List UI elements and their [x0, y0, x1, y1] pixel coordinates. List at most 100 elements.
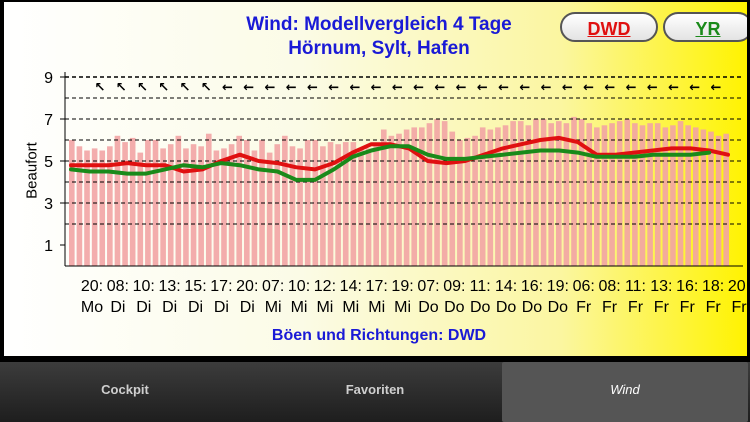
direction-arrow: ← [519, 80, 530, 95]
direction-arrow: ← [541, 80, 552, 95]
x-tick-day: Fr [731, 299, 747, 316]
gust-bar [297, 148, 303, 266]
direction-arrow: ← [562, 80, 573, 95]
direction-arrow: ↖ [95, 80, 106, 95]
gust-bar [571, 116, 577, 267]
direction-arrow: ← [626, 80, 637, 95]
gust-bar [403, 129, 410, 266]
gust-bar [129, 137, 136, 266]
gust-bar [274, 144, 281, 266]
direction-arrow: ← [477, 80, 488, 95]
gust-bar [304, 140, 311, 266]
tab-bar: Cockpit Favoriten Wind [0, 362, 750, 422]
gust-bar [152, 140, 159, 266]
gust-bar [487, 129, 494, 266]
direction-arrow: ← [668, 80, 679, 95]
x-tick-day: Fr [628, 299, 644, 316]
x-tick-day: Mi [342, 299, 359, 316]
x-tick-time: 08: [598, 278, 620, 295]
x-tick-time: 20: [236, 278, 258, 295]
gust-bar [183, 148, 189, 266]
direction-arrow: ← [307, 80, 318, 95]
direction-arrow: ← [349, 80, 360, 95]
wind-chart: 1 3 5 7 9 ↖ ↖ ↖ ↖ ↖ ↖ ← ← ← ← ← ← ← ← ← ← ← ← ← ← ← ← ← ← ← ← ← ← ← ← 20: Mo… [44, 70, 747, 316]
gust-bar [594, 127, 600, 267]
x-tick-day: Di [188, 299, 203, 316]
x-tick-day: Do [496, 299, 517, 316]
x-tick-day: Do [548, 299, 569, 316]
direction-arrow: ← [647, 80, 658, 95]
chart-title: Wind: Modellvergleich 4 Tage [246, 14, 512, 35]
x-tick-time: 14: [340, 278, 362, 295]
y-tick-label: 9 [44, 70, 53, 87]
gust-bar [510, 121, 516, 266]
gust-bar [419, 127, 425, 267]
x-tick-time: 17: [210, 278, 232, 295]
gust-bar [137, 152, 144, 266]
gust-bar [365, 148, 372, 266]
location-title: Hörnum, Sylt, Hafen [288, 38, 470, 59]
gust-bar [160, 148, 166, 266]
direction-arrow: ← [434, 80, 445, 95]
tab-favoriten[interactable]: Favoriten [345, 382, 405, 397]
gust-bar [350, 142, 357, 266]
x-tick-time: 15: [184, 278, 206, 295]
gust-bar [601, 125, 608, 266]
direction-arrow: ← [498, 80, 509, 95]
gust-bar [91, 148, 98, 266]
gust-bar [380, 129, 387, 266]
x-tick-time: 12: [314, 278, 336, 295]
x-tick-time: 16: [676, 278, 698, 295]
gust-bar [358, 148, 364, 266]
gust-bar [677, 121, 684, 266]
gust-bar [533, 119, 539, 266]
x-tick-time: 20: [81, 278, 103, 295]
gust-bar [251, 150, 258, 266]
x-tick-time: 11: [625, 278, 646, 295]
tab-wind[interactable]: Wind [502, 362, 748, 422]
dwd-button[interactable]: DWD [560, 12, 658, 42]
gust-bar [624, 119, 631, 266]
direction-arrow: ← [243, 80, 254, 95]
gust-bar [426, 123, 433, 266]
yr-button[interactable]: YR [663, 12, 747, 42]
direction-arrow: ← [286, 80, 297, 95]
x-tick-day: Do [522, 299, 543, 316]
x-tick-time: 13: [159, 278, 181, 295]
gust-bar [76, 146, 83, 266]
gust-bar [122, 142, 128, 266]
gust-bar [99, 150, 106, 266]
gust-bar [472, 135, 478, 266]
direction-arrow: ↖ [116, 80, 127, 95]
x-tick-day: Do [470, 299, 491, 316]
x-tick-time: 10: [288, 278, 310, 295]
direction-arrow: ← [222, 80, 233, 95]
x-tick-time: 07: [262, 278, 284, 295]
gust-bar [464, 137, 471, 266]
gust-bar [662, 127, 669, 267]
x-tick-time: 13: [650, 278, 672, 295]
x-tick-day: Di [240, 299, 255, 316]
x-tick-day: Di [162, 299, 177, 316]
x-tick-time: 11: [470, 278, 491, 295]
y-tick-label: 1 [44, 238, 53, 255]
gust-bar [114, 135, 121, 266]
gust-bar [525, 125, 532, 266]
x-tick-time: 06: [573, 278, 595, 295]
gust-bar [205, 133, 212, 266]
x-tick-day: Fr [680, 299, 696, 316]
gust-bar [647, 123, 653, 266]
gust-bar [715, 135, 722, 266]
direction-arrow: ← [456, 80, 467, 95]
tab-cockpit[interactable]: Cockpit [101, 382, 149, 397]
direction-arrow: ← [689, 80, 700, 95]
x-tick-day: Fr [602, 299, 618, 316]
x-tick-day: Do [418, 299, 439, 316]
x-tick-time: 20: [728, 278, 747, 295]
gust-bar [708, 131, 714, 266]
x-tick-time: 16: [521, 278, 543, 295]
gust-bar [555, 121, 562, 266]
x-tick-time: 19: [547, 278, 569, 295]
gust-subtitle: Böen und Richtungen: DWD [271, 327, 487, 344]
x-tick-day: Di [214, 299, 229, 316]
